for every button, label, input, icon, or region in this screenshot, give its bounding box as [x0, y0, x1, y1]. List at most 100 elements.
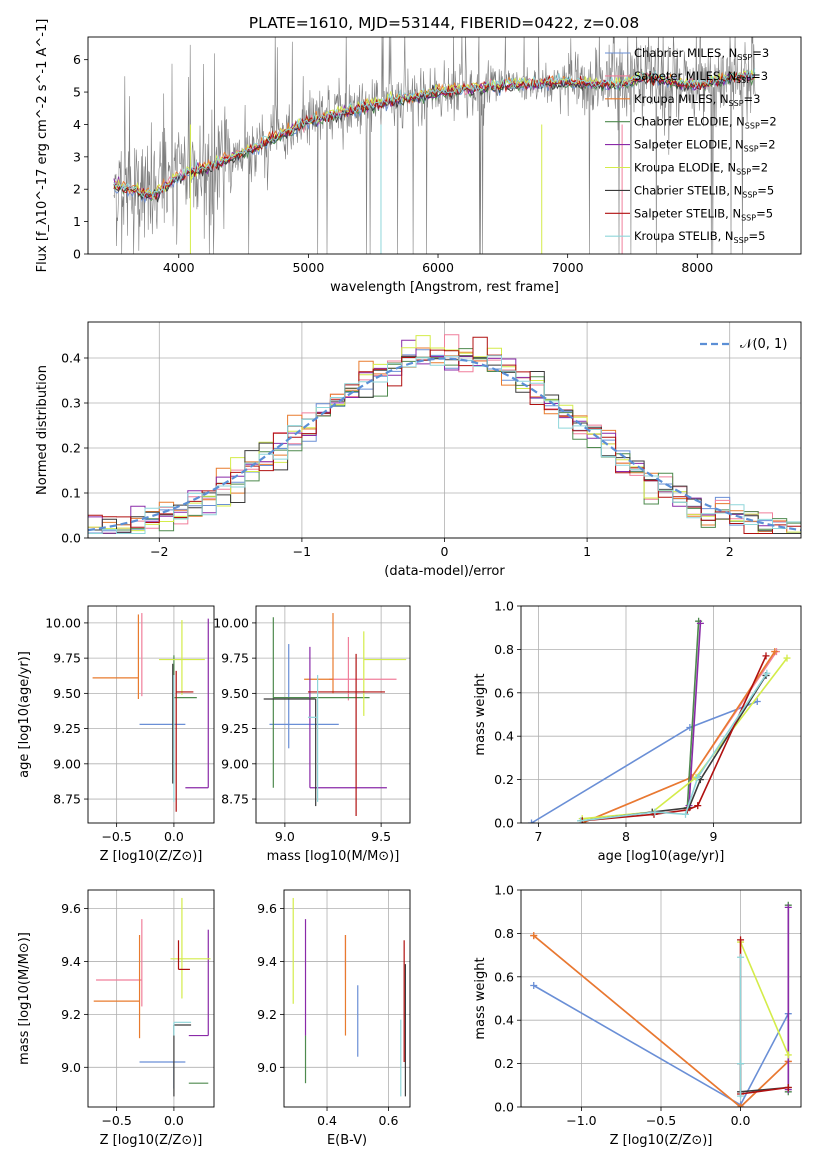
y-tick-label: 2 — [73, 182, 81, 197]
y-tick-label: 3 — [73, 149, 81, 164]
series-chabrier_stelib — [582, 674, 767, 822]
marker-kroupa_elodie — [784, 1051, 792, 1059]
marker-kroupa_stelib — [763, 669, 771, 677]
series-kroupa_stelib — [580, 672, 768, 822]
legend-label-chabrier_stelib: Chabrier STELIB, NSSP=5 — [634, 183, 774, 199]
marker-kroupa_stelib — [694, 773, 702, 781]
plot-frame — [520, 889, 802, 1108]
marker-salpeter_stelib — [784, 1083, 792, 1091]
spectrum-axes: 4000 5000 6000 7000 8000 0 1 2 3 4 5 6 wavelength [A… — [35, 19, 802, 295]
series-salpeter_stelib — [739, 939, 789, 1095]
y-tick-label: 9.2 — [61, 1007, 81, 1022]
plot-frame — [520, 605, 802, 824]
marker-chabrier_miles — [530, 981, 538, 989]
y-tick-label: 0.8 — [494, 926, 514, 941]
marker-kroupa_miles — [737, 1103, 745, 1107]
y-tick-label: 9.50 — [221, 686, 249, 701]
age_vs_mass-axes: 9.0 9.5 8.75 9.00 9.25 9.50 9.75 10.00 mass [log… — [213, 605, 411, 864]
x-tick-label: 1 — [583, 544, 591, 559]
legend-label-kroupa_stelib: Kroupa STELIB, NSSP=5 — [634, 229, 765, 245]
legend-label-normal: 𝒩(0, 1) — [740, 337, 787, 352]
marker-kroupa_miles — [530, 932, 538, 940]
series-salpeter_elodie — [688, 623, 702, 806]
x-tick-label: 0.0 — [164, 829, 184, 844]
marker-kroupa_stelib — [737, 953, 745, 961]
y-tick-label: 1 — [73, 214, 81, 229]
spectrum-legend: Chabrier MILES, NSSP=3 Salpeter MILES, NS… — [605, 46, 777, 245]
series-salpeter_stelib — [582, 655, 767, 822]
y-tick-label: 0.3 — [61, 396, 81, 411]
marker-salpeter_stelib — [737, 936, 745, 944]
x-axis-label: E(B-V) — [327, 1133, 367, 1148]
x-axis-label: age [log10(age/yr)] — [598, 849, 725, 864]
marker-kroupa_miles — [771, 648, 779, 656]
histogram-salpeter_miles — [88, 334, 801, 534]
y-tick-label: 6 — [73, 52, 81, 67]
y-tick-label: 9.25 — [53, 721, 81, 736]
legend-label-kroupa_miles: Kroupa MILES, NSSP=3 — [634, 92, 760, 108]
legend-label-chabrier_elodie: Chabrier ELODIE, NSSP=2 — [634, 115, 777, 131]
y-tick-label: 0.2 — [494, 1056, 514, 1071]
x-tick-label: −1 — [293, 544, 311, 559]
x-tick-label: 0 — [441, 544, 449, 559]
series-kroupa_miles — [581, 651, 776, 823]
y-tick-label: 9.4 — [257, 954, 277, 969]
y-tick-label: 1.0 — [494, 599, 514, 614]
y-tick-label: 9.6 — [257, 901, 277, 916]
y-tick-label: 9.50 — [53, 686, 81, 701]
plot-frame — [87, 889, 215, 1108]
marker-kroupa_stelib — [737, 1060, 745, 1068]
x-tick-label: −1.0 — [566, 1113, 596, 1128]
mass_vs_ebv-axes: 0.4 0.6 9.0 9.2 9.4 9.6 E(B-V) — [257, 889, 411, 1148]
x-tick-label: 8000 — [681, 260, 713, 275]
x-tick-label: −2 — [150, 544, 168, 559]
x-axis-label: wavelength [Angstrom, rest frame] — [330, 280, 559, 295]
x-tick-label: 0.0 — [164, 1113, 184, 1128]
plot-frame — [87, 321, 802, 539]
mass_vs_Z-axes: −0.5 0.0 9.0 9.2 9.4 9.6 Z [log10(Z/Z⊙)] mass [… — [17, 889, 215, 1148]
y-tick-label: 0.4 — [61, 351, 81, 366]
legend-label-kroupa_elodie: Kroupa ELODIE, NSSP=2 — [634, 161, 768, 177]
model-spectrum-kroupa_stelib — [113, 68, 756, 199]
series-kroupa_elodie — [582, 657, 788, 820]
x-tick-label: 4000 — [163, 260, 195, 275]
massweight_vs_age-axes: 7 8 9 0.0 0.2 0.4 0.6 0.8 1.0 age [log10(age/yr)]… — [473, 599, 802, 864]
plot-frame — [87, 36, 802, 255]
y-tick-label: 9.6 — [61, 901, 81, 916]
y-tick-label: 10.00 — [213, 615, 249, 630]
residuals-axes: −2 −1 0 1 2 0.0 0.1 0.2 0.3 0.4 (data-model)/error… — [35, 321, 802, 579]
marker-salpeter_stelib — [694, 802, 702, 810]
x-tick-label: −0.5 — [101, 829, 131, 844]
y-tick-label: 0 — [73, 247, 81, 262]
y-tick-label: 4 — [73, 117, 81, 132]
y-tick-label: 9.00 — [53, 756, 81, 771]
x-tick-label: 7000 — [552, 260, 584, 275]
y-tick-label: 0.0 — [494, 816, 514, 831]
y-tick-label: 0.4 — [494, 1013, 514, 1028]
y-tick-label: 9.75 — [221, 651, 249, 666]
marker-chabrier_miles — [753, 697, 761, 705]
y-tick-label: 9.0 — [61, 1060, 81, 1075]
series-chabrier_elodie — [686, 621, 700, 808]
y-tick-label: 8.75 — [221, 792, 249, 807]
x-axis-label: Z [log10(Z/Z⊙)] — [100, 849, 203, 864]
y-axis-label: Flux [f_λ10^-17 erg cm^-2 s^-1 A^-1] — [35, 19, 50, 273]
age_vs_Z-axes: −0.5 0.0 8.75 9.00 9.25 9.50 9.75 10.00 Z [log10… — [17, 605, 215, 864]
marker-kroupa_stelib — [577, 817, 584, 823]
figure-title: PLATE=1610, MJD=53144, FIBERID=0422, z=0… — [249, 14, 639, 32]
x-tick-label: 0.4 — [317, 1113, 337, 1128]
x-tick-label: 6000 — [422, 260, 454, 275]
y-axis-label: mass weight — [473, 673, 488, 755]
y-tick-label: 0.4 — [494, 729, 514, 744]
y-tick-label: 8.75 — [53, 792, 81, 807]
y-tick-label: 9.25 — [221, 721, 249, 736]
model-spectrum-chabrier_miles — [113, 71, 756, 204]
x-axis-label: Z [log10(Z/Z⊙)] — [100, 1133, 203, 1148]
massweight_vs_Z-axes: −1.0 −0.5 0.0 0.0 0.2 0.4 0.6 0.8 1.0 Z [log10(Z/… — [473, 883, 802, 1148]
y-tick-label: 0.6 — [494, 969, 514, 984]
y-tick-label: 0.8 — [494, 642, 514, 657]
marker-chabrier_miles — [528, 819, 535, 823]
marker-kroupa_elodie — [783, 654, 791, 662]
y-tick-label: 9.4 — [61, 954, 81, 969]
x-tick-label: 9 — [710, 829, 718, 844]
